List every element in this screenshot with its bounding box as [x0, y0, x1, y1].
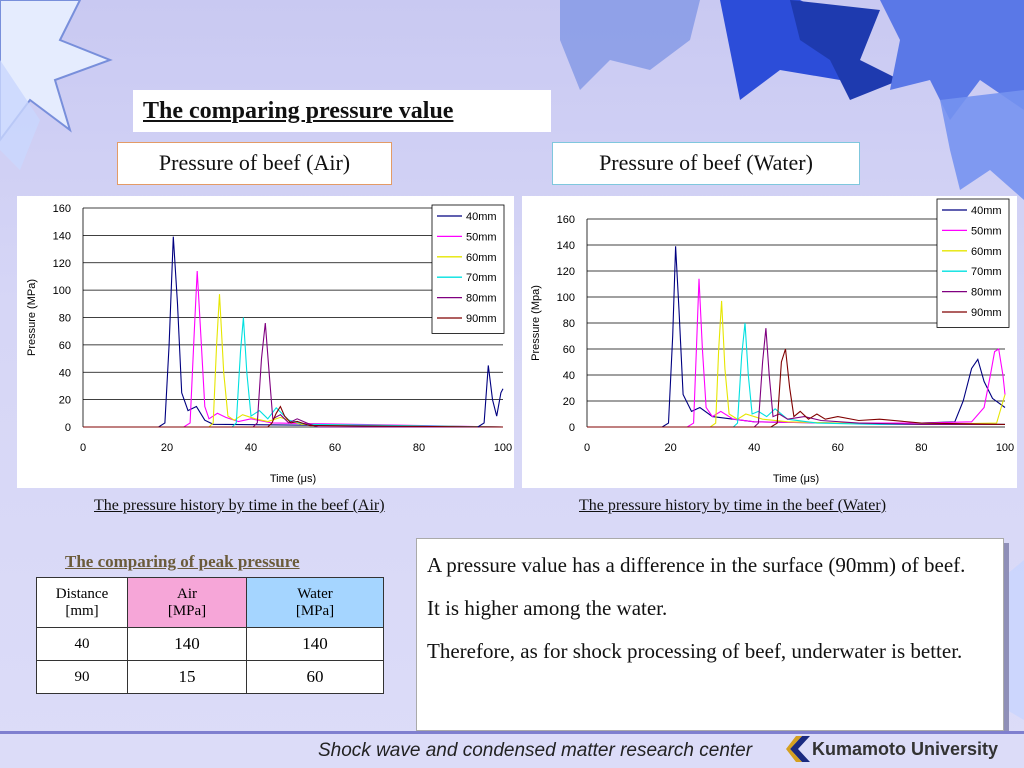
y-tick-label: 40 [59, 367, 71, 379]
cell-water: 60 [246, 660, 384, 694]
cell-water: 140 [246, 627, 384, 661]
university-logo-icon [786, 736, 810, 762]
x-tick-label: 100 [996, 442, 1014, 454]
y-tick-label: 140 [557, 240, 575, 252]
y-tick-label: 60 [563, 344, 575, 356]
y-tick-label: 60 [59, 340, 71, 352]
y-tick-label: 0 [65, 422, 71, 434]
legend-label: 50mm [971, 225, 1002, 237]
y-tick-label: 80 [59, 313, 71, 325]
y-tick-label: 40 [563, 370, 575, 382]
note-line: It is higher among the water. [427, 596, 668, 620]
series-line [83, 270, 504, 428]
caption-air: The pressure history by time in the beef… [94, 497, 385, 514]
chart-air: 0 20 40 60 80 100 120 140 160 0 20 40 60 80 100 Time (μ… [26, 203, 512, 485]
x-tick-label: 0 [80, 442, 86, 454]
legend-label: 60mm [466, 252, 497, 264]
x-tick-label: 100 [494, 442, 512, 454]
cell-distance: 40 [36, 627, 128, 661]
legend-label: 50mm [466, 231, 497, 243]
legend-label: 80mm [971, 287, 1002, 299]
title-box: The comparing pressure value [133, 90, 551, 132]
legend-label: 60mm [971, 246, 1002, 258]
footer-text: Shock wave and condensed matter research… [318, 740, 753, 761]
series-line [587, 328, 1005, 428]
y-tick-label: 100 [53, 285, 71, 297]
x-tick-label: 80 [915, 442, 927, 454]
x-tick-label: 20 [664, 442, 676, 454]
university-logo-text: Kumamoto University [812, 739, 999, 759]
y-tick-label: 100 [557, 292, 575, 304]
series-line [587, 348, 1006, 428]
series-line [83, 322, 503, 428]
y-tick-label: 80 [563, 318, 575, 330]
peak-pressure-table: Distance [mm] Air [MPa] Water [MPa] 40 140 … [36, 577, 384, 694]
note-line: Therefore, as for shock processing of be… [427, 639, 963, 663]
table-row: 90 15 60 [36, 660, 384, 694]
legend-box [936, 198, 1010, 328]
y-tick-label: 120 [53, 258, 71, 270]
legend-label: 90mm [971, 307, 1002, 319]
header-water: Water [MPa] [246, 577, 384, 628]
y-tick-label: 0 [569, 422, 575, 434]
legend-label: 90mm [466, 313, 497, 325]
note-box: A pressure value has a difference in the… [416, 538, 1004, 731]
legend-label: 80mm [466, 293, 497, 305]
y-tick-label: 160 [557, 214, 575, 226]
x-tick-label: 80 [413, 442, 425, 454]
x-tick-label: 40 [245, 442, 257, 454]
header-distance: Distance [mm] [36, 577, 128, 628]
y-tick-label: 20 [563, 396, 575, 408]
y-axis-label: Pressure (MPa) [26, 279, 38, 356]
cell-distance: 90 [36, 660, 128, 694]
series-line [587, 278, 1006, 428]
chart-air-panel: 0 20 40 60 80 100 120 140 160 0 20 40 60 80 100 Time (μ… [17, 196, 514, 488]
x-tick-label: 20 [161, 442, 173, 454]
x-axis-label: Time (μs) [773, 473, 819, 485]
series-line [477, 365, 504, 428]
table-title: The comparing of peak pressure [65, 552, 300, 571]
footer-bar [0, 731, 1024, 768]
y-tick-label: 140 [53, 230, 71, 242]
y-tick-label: 120 [557, 266, 575, 278]
label-air: Pressure of beef (Air) [117, 142, 392, 185]
chart-water-panel: 0 20 40 60 80 100 120 140 160 0 20 40 60 80 100 Time (μ… [522, 196, 1017, 488]
legend-label: 40mm [971, 205, 1002, 217]
cell-air: 140 [127, 627, 247, 661]
table-row: 40 140 140 [36, 627, 384, 661]
series-line [587, 322, 1005, 428]
label-water: Pressure of beef (Water) [552, 142, 860, 185]
note-line: A pressure value has a difference in the… [427, 553, 966, 577]
table-header-row: Distance [mm] Air [MPa] Water [MPa] [36, 577, 384, 628]
legend-label: 70mm [466, 272, 497, 284]
y-tick-label: 160 [53, 203, 71, 215]
y-tick-label: 20 [59, 395, 71, 407]
x-axis-label: Time (μs) [270, 473, 316, 485]
series-line [83, 236, 504, 428]
legend-box [431, 204, 505, 334]
header-air: Air [MPa] [127, 577, 247, 628]
y-axis-label: Pressure (Mpa) [530, 285, 542, 361]
legend-label: 70mm [971, 266, 1002, 278]
caption-water: The pressure history by time in the beef… [579, 497, 887, 514]
x-tick-label: 60 [832, 442, 844, 454]
cell-air: 15 [127, 660, 247, 694]
series-line [83, 294, 504, 428]
x-tick-label: 60 [329, 442, 341, 454]
legend-label: 40mm [466, 211, 497, 223]
x-tick-label: 0 [584, 442, 590, 454]
series-line [83, 405, 504, 428]
chart-water: 0 20 40 60 80 100 120 140 160 0 20 40 60 80 100 Time (μ… [530, 198, 1014, 485]
page-title: The comparing pressure value [143, 98, 454, 124]
x-tick-label: 40 [748, 442, 760, 454]
